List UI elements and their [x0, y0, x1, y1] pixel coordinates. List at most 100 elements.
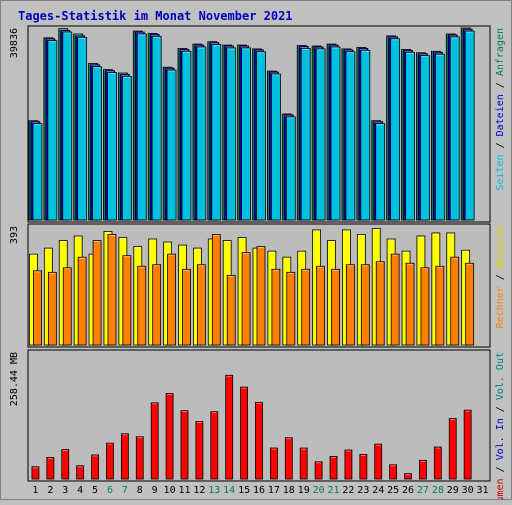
chart-title: Tages-Statistik im Monat November 2021: [18, 9, 293, 23]
bar-volumen-day-6: [106, 442, 114, 480]
bar-seiten-day-25: [390, 38, 401, 221]
bar-rechner-day-5: [92, 240, 102, 346]
bar-volumen-day-23: [359, 454, 368, 480]
bar-volumen-day-13: [210, 411, 219, 480]
volume-panel: 258.44 MB Volumen / Vol. In / Vol. Out: [9, 349, 506, 505]
x-tick-day-29: 29: [447, 485, 459, 496]
x-tick-day-1: 1: [32, 485, 38, 496]
bar-seiten-day-28: [434, 53, 445, 221]
x-tick-day-16: 16: [253, 485, 265, 496]
bar-volumen-day-27: [419, 459, 427, 480]
legend-part: Rechner: [495, 286, 506, 328]
bar-rechner-day-28: [435, 265, 445, 346]
bar-volumen-day-10: [165, 393, 174, 480]
bar-rechner-day-15: [241, 252, 251, 346]
bar-seiten-day-9: [151, 35, 162, 221]
bar-volumen-day-22: [344, 449, 353, 480]
bar-seiten-day-14: [226, 47, 237, 221]
bar-seiten-day-8: [136, 33, 147, 221]
bar-seiten-day-18: [285, 116, 296, 221]
bar-rechner-day-16: [256, 246, 266, 346]
bar-volumen-day-9: [150, 402, 159, 480]
bar-volumen-day-17: [270, 447, 278, 480]
bar-rechner-day-8: [137, 265, 147, 346]
x-tick-day-30: 30: [462, 485, 474, 496]
bar-rechner-day-10: [167, 253, 176, 346]
x-tick-day-21: 21: [327, 485, 339, 496]
bar-rechner-day-20: [316, 265, 326, 346]
bar-volumen-day-7: [120, 433, 129, 480]
legend-part: /: [495, 76, 506, 94]
bar-volumen-day-24: [374, 443, 383, 480]
bar-volumen-day-3: [61, 449, 70, 480]
bar-rechner-day-12: [196, 264, 206, 346]
bar-rechner-day-3: [62, 267, 72, 346]
series-rechner: [33, 234, 475, 346]
bar-seiten-day-19: [300, 48, 311, 221]
visits-panel: 393 Rechner / Besuche: [9, 223, 506, 348]
bar-volumen-day-4: [76, 465, 85, 480]
bar-volumen-day-19: [299, 447, 308, 480]
x-tick-day-25: 25: [387, 485, 399, 496]
bar-volumen-day-16: [255, 401, 263, 480]
x-tick-day-27: 27: [417, 485, 429, 496]
bar-rechner-day-25: [390, 253, 400, 346]
bar-seiten-day-30: [464, 30, 475, 221]
bar-seiten-day-21: [330, 46, 341, 221]
bar-rechner-day-22: [346, 264, 355, 346]
bar-seiten-day-1: [32, 123, 43, 221]
bar-volumen-day-8: [135, 436, 144, 480]
x-tick-day-13: 13: [208, 485, 220, 496]
x-tick-day-17: 17: [268, 485, 280, 496]
x-tick-day-7: 7: [122, 485, 128, 496]
bar-rechner-day-7: [122, 255, 132, 346]
legend-label: Volumen / Vol. In / Vol. Out: [495, 352, 506, 500]
bar-volumen-day-25: [389, 464, 398, 480]
bar-volumen-day-21: [329, 455, 338, 480]
bar-seiten-day-26: [405, 51, 415, 221]
x-tick-day-6: 6: [107, 485, 113, 496]
bar-seiten-day-24: [375, 123, 386, 221]
bar-volumen-day-18: [284, 437, 293, 480]
y-max-label: 39836: [9, 28, 20, 58]
legend-part: Volumen: [495, 478, 506, 500]
x-tick-day-8: 8: [137, 485, 143, 496]
legend-part: Vol. Out: [495, 352, 506, 400]
bar-volumen-day-11: [180, 410, 189, 480]
legend-part: Dateien: [495, 94, 506, 136]
bar-volumen-day-5: [91, 454, 99, 480]
x-tick-day-19: 19: [298, 485, 310, 496]
legend-part: Anfragen: [495, 28, 506, 76]
bar-seiten-day-6: [107, 72, 117, 221]
bar-rechner-day-27: [420, 267, 430, 346]
bar-volumen-day-14: [225, 374, 234, 480]
bar-volumen-day-26: [404, 473, 412, 480]
bar-seiten-day-3: [62, 31, 73, 221]
x-tick-day-20: 20: [313, 485, 325, 496]
legend-part: /: [495, 136, 506, 154]
bar-rechner-day-11: [182, 268, 191, 346]
bar-volumen-day-12: [195, 421, 204, 480]
x-tick-day-11: 11: [178, 485, 190, 496]
legend-part: Besuche: [495, 226, 506, 268]
x-tick-day-4: 4: [77, 485, 83, 496]
x-tick-day-15: 15: [238, 485, 250, 496]
bar-rechner-day-14: [226, 274, 236, 346]
bar-rechner-day-23: [360, 264, 370, 346]
bar-seiten-day-17: [271, 73, 281, 221]
bar-seiten-day-20: [315, 48, 326, 221]
bar-seiten-day-22: [345, 51, 356, 221]
bar-seiten-day-27: [420, 55, 430, 221]
bar-rechner-day-2: [47, 271, 57, 346]
bar-seiten-day-16: [256, 51, 266, 221]
bar-rechner-day-26: [405, 262, 415, 346]
x-tick-day-22: 22: [342, 485, 354, 496]
bar-seiten-day-11: [181, 50, 192, 221]
x-tick-day-5: 5: [92, 485, 98, 496]
x-tick-day-3: 3: [62, 485, 68, 496]
bar-volumen-day-15: [240, 386, 248, 480]
legend-label: Rechner / Besuche: [495, 226, 506, 328]
bar-seiten-day-12: [196, 46, 207, 221]
bar-seiten-day-2: [47, 40, 58, 221]
